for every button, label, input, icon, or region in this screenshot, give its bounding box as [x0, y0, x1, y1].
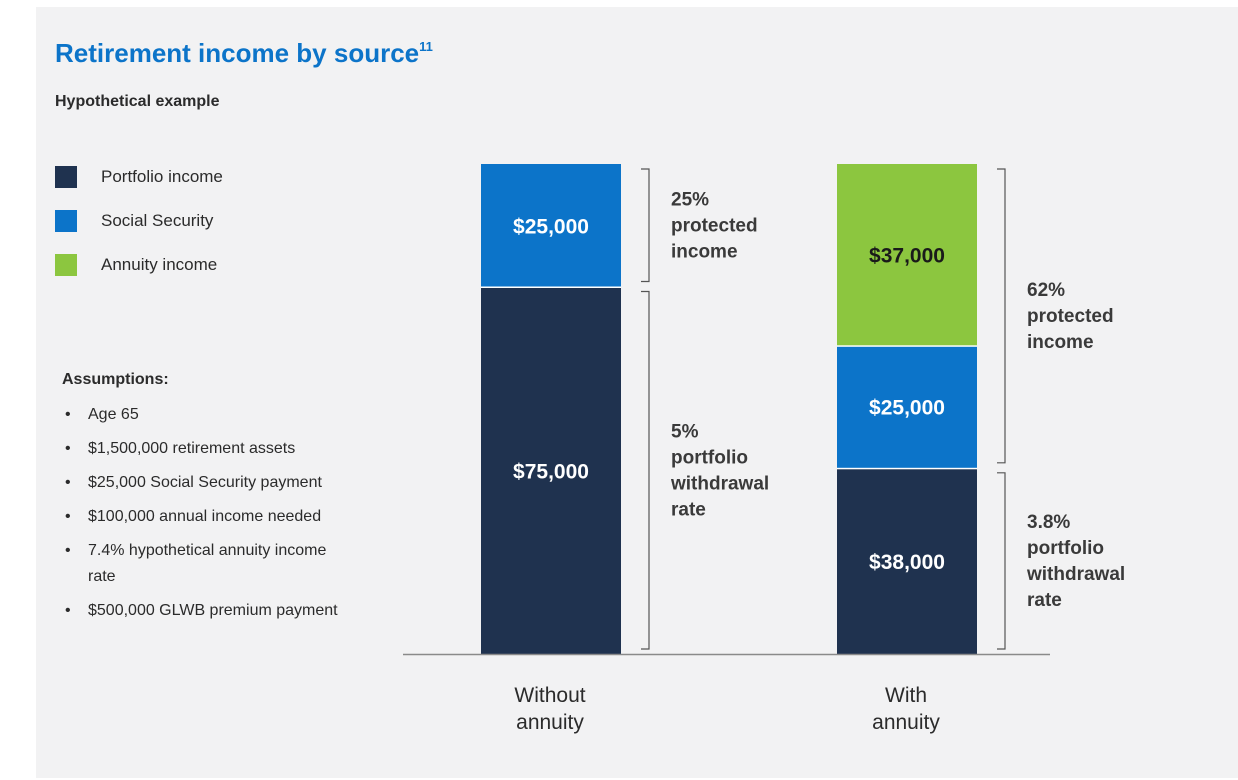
- assumptions-list: • Age 65 • $1,500,000 retirement assets • $…: [62, 402, 352, 632]
- assumption-text: $1,500,000 retirement assets: [88, 440, 296, 457]
- assumption-item: • $500,000 GLWB premium payment: [62, 598, 352, 624]
- data-label: $38,000: [869, 551, 945, 574]
- data-label: $25,000: [513, 215, 589, 238]
- legend-swatch-portfolio: [55, 166, 77, 188]
- annotation-text: 25%: [671, 189, 709, 210]
- annotation-text: protected: [671, 215, 758, 236]
- assumption-item: • Age 65: [62, 402, 352, 428]
- chart-panel: [36, 7, 1238, 778]
- annotation-text: rate: [1027, 590, 1062, 611]
- data-label: $37,000: [869, 245, 945, 268]
- title-footnote: 11: [419, 39, 433, 54]
- assumption-item: • $25,000 Social Security payment: [62, 470, 352, 496]
- assumptions-title: Assumptions:: [62, 371, 169, 388]
- assumption-item: • 7.4% hypothetical annuity income rate: [62, 538, 352, 590]
- category-label: Without: [514, 684, 585, 707]
- annotation-bracket: [997, 472, 1006, 650]
- annotation-bracket: [997, 168, 1006, 464]
- title-text: Retirement income by source: [55, 38, 420, 68]
- category-label: annuity: [872, 711, 940, 734]
- category-label: annuity: [516, 711, 584, 734]
- bar-segment: [481, 286, 621, 654]
- bullet-icon: •: [65, 602, 71, 619]
- annotation-text: 3.8%: [1027, 512, 1070, 533]
- category-label: With: [885, 684, 927, 707]
- bar-segment: [837, 345, 977, 468]
- annotation-text: withdrawal: [670, 473, 769, 494]
- assumption-text: $100,000 annual income needed: [88, 508, 322, 525]
- legend-label-portfolio: Portfolio income: [101, 167, 223, 186]
- data-label: $25,000: [869, 397, 945, 420]
- annotation-text: income: [671, 241, 738, 262]
- bullet-icon: •: [65, 406, 71, 423]
- annotation-bracket: [641, 290, 650, 650]
- annotation-text: 62%: [1027, 280, 1065, 301]
- assumption-text: $25,000 Social Security payment: [88, 474, 322, 491]
- annotation-text: portfolio: [671, 447, 748, 468]
- annotation-text: portfolio: [1027, 538, 1104, 559]
- bar-segment: [837, 467, 977, 654]
- annotation-bracket: [641, 168, 650, 283]
- bullet-icon: •: [65, 508, 71, 525]
- legend-swatch-social-security: [55, 210, 77, 232]
- assumption-item: • $1,500,000 retirement assets: [62, 436, 352, 462]
- bar-segment: [481, 164, 621, 287]
- assumption-text: Age 65: [88, 406, 139, 423]
- annotation-text: protected: [1027, 306, 1114, 327]
- data-label: $75,000: [513, 460, 589, 483]
- annotation-text: withdrawal: [1026, 564, 1125, 585]
- legend-swatch-annuity: [55, 254, 77, 276]
- legend-label-social-security: Social Security: [101, 211, 214, 230]
- annotation-text: 5%: [671, 421, 699, 442]
- chart-title: Retirement income by source11: [55, 38, 433, 69]
- assumption-text: 7.4% hypothetical annuity income rate: [88, 542, 327, 585]
- bullet-icon: •: [65, 474, 71, 491]
- bullet-icon: •: [65, 440, 71, 457]
- bar-segment: [837, 164, 977, 346]
- annotation-text: rate: [671, 499, 706, 520]
- bullet-icon: •: [65, 542, 71, 559]
- legend-label-annuity: Annuity income: [101, 255, 218, 274]
- assumption-item: • $100,000 annual income needed: [62, 504, 352, 530]
- annotation-text: income: [1027, 332, 1094, 353]
- chart-subtitle: Hypothetical example: [55, 93, 220, 110]
- assumption-text: $500,000 GLWB premium payment: [88, 602, 338, 619]
